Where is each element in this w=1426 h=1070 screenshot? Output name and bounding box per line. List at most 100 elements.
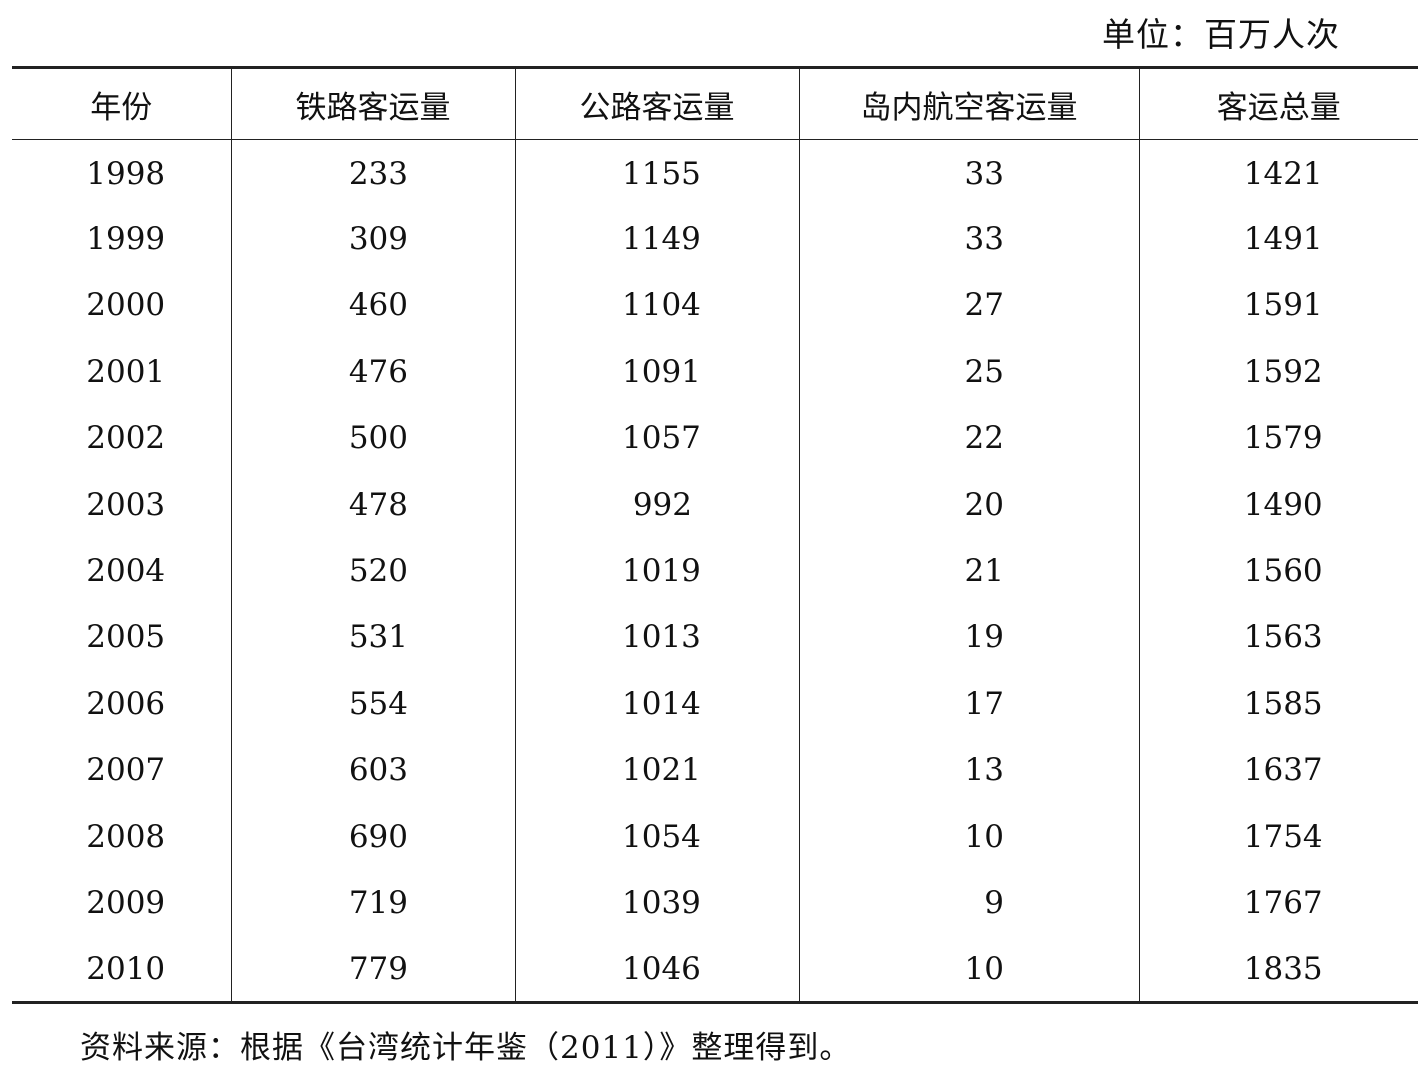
table-row: 2008 690 1054 10 1754 xyxy=(12,803,1418,870)
table-row: 2004 520 1019 21 1560 xyxy=(12,537,1418,605)
cell-value: 1057 xyxy=(622,420,701,457)
cell-value: 1149 xyxy=(622,221,701,258)
header-total: 客运总量 xyxy=(1138,66,1418,140)
cell-value: 1421 xyxy=(1243,156,1323,193)
cell-value: 1014 xyxy=(622,685,701,722)
cell-road: 1019 xyxy=(514,537,799,605)
cell-year: 1999 xyxy=(12,206,231,272)
cell-value: 2003 xyxy=(86,486,166,523)
cell-total: 1490 xyxy=(1138,471,1418,538)
cell-value: 1491 xyxy=(1243,221,1323,258)
cell-value: 33 xyxy=(964,221,1004,258)
cell-value: 2007 xyxy=(86,752,166,789)
cell-value: 10 xyxy=(964,818,1004,855)
cell-rail: 233 xyxy=(230,139,515,206)
cell-value: 478 xyxy=(348,486,408,523)
cell-value: 1999 xyxy=(86,221,166,258)
cell-air: 13 xyxy=(798,737,1139,804)
cell-year: 2009 xyxy=(12,870,231,936)
cell-road: 1155 xyxy=(514,139,799,206)
cell-air: 10 xyxy=(798,803,1139,870)
header-air: 岛内航空客运量 xyxy=(798,66,1139,140)
table-row: 2006 554 1014 17 1585 xyxy=(12,670,1418,738)
cell-value: 1039 xyxy=(622,884,701,921)
cell-value: 2006 xyxy=(86,685,166,722)
cell-value: 531 xyxy=(348,619,408,656)
cell-total: 1754 xyxy=(1138,803,1418,870)
cell-value: 779 xyxy=(348,950,408,987)
source-note: 资料来源：根据《台湾统计年鉴（2011）》整理得到。 xyxy=(80,1030,852,1066)
passenger-transport-table: 年份 铁路客运量 公路客运量 岛内航空客运量 客运总量 1998 233 1155 3… xyxy=(12,66,1418,1005)
table-row: 2002 500 1057 22 1579 xyxy=(12,405,1418,472)
cell-value: 1091 xyxy=(622,353,701,390)
cell-rail: 779 xyxy=(230,936,515,1005)
cell-year: 2006 xyxy=(12,671,231,737)
cell-air: 22 xyxy=(798,405,1139,472)
cell-value: 2002 xyxy=(86,420,166,457)
cell-value: 1767 xyxy=(1243,884,1323,921)
cell-value: 17 xyxy=(964,685,1004,722)
table-row: 2001 476 1091 25 1592 xyxy=(12,338,1418,406)
table-row: 2003 478 992 20 1490 xyxy=(12,471,1418,538)
cell-value: 233 xyxy=(348,156,408,193)
cell-value: 1835 xyxy=(1243,950,1323,987)
cell-year: 1998 xyxy=(12,140,231,206)
cell-value: 27 xyxy=(964,287,1004,324)
cell-rail: 460 xyxy=(230,272,515,339)
header-road: 公路客运量 xyxy=(514,66,799,140)
cell-rail: 478 xyxy=(230,471,515,538)
table-row: 2007 603 1021 13 1637 xyxy=(12,737,1418,804)
cell-value: 992 xyxy=(632,486,692,523)
cell-road: 1021 xyxy=(514,737,799,804)
cell-value: 2004 xyxy=(86,553,166,590)
cell-value: 21 xyxy=(964,553,1004,590)
cell-air: 33 xyxy=(798,139,1139,206)
cell-value: 2005 xyxy=(86,619,166,656)
cell-air: 25 xyxy=(798,338,1139,406)
cell-value: 1021 xyxy=(622,752,701,789)
cell-air: 21 xyxy=(798,537,1139,605)
cell-total: 1592 xyxy=(1138,338,1418,406)
cell-value: 690 xyxy=(348,818,408,855)
table-row: 2010 779 1046 10 1835 xyxy=(12,936,1418,1005)
cell-value: 9 xyxy=(984,884,1004,921)
cell-value: 1104 xyxy=(622,287,701,324)
cell-rail: 531 xyxy=(230,604,515,671)
cell-total: 1491 xyxy=(1138,205,1418,273)
cell-total: 1835 xyxy=(1138,936,1418,1005)
cell-value: 2000 xyxy=(86,287,166,324)
cell-value: 1637 xyxy=(1243,752,1323,789)
cell-rail: 520 xyxy=(230,537,515,605)
cell-value: 1591 xyxy=(1243,287,1323,324)
cell-road: 1091 xyxy=(514,338,799,406)
cell-value: 500 xyxy=(348,420,408,457)
cell-value: 1013 xyxy=(622,619,701,656)
cell-rail: 719 xyxy=(230,869,515,937)
header-rail: 铁路客运量 xyxy=(230,66,515,140)
cell-road: 1039 xyxy=(514,869,799,937)
cell-road: 1057 xyxy=(514,405,799,472)
cell-value: 19 xyxy=(964,619,1004,656)
cell-year: 2005 xyxy=(12,604,231,670)
table-row: 1998 233 1155 33 1421 xyxy=(12,139,1418,206)
cell-rail: 309 xyxy=(230,205,515,273)
cell-air: 19 xyxy=(798,604,1139,671)
cell-value: 2001 xyxy=(86,353,166,390)
cell-value: 1754 xyxy=(1243,818,1323,855)
cell-value: 22 xyxy=(964,420,1004,457)
cell-year: 2007 xyxy=(12,737,231,803)
cell-total: 1767 xyxy=(1138,869,1418,937)
cell-value: 1155 xyxy=(622,156,701,193)
cell-year: 2000 xyxy=(12,272,231,338)
table-row: 1999 309 1149 33 1491 xyxy=(12,205,1418,273)
cell-air: 10 xyxy=(798,936,1139,1005)
cell-value: 1998 xyxy=(86,156,166,193)
cell-total: 1563 xyxy=(1138,604,1418,671)
cell-total: 1579 xyxy=(1138,405,1418,472)
cell-road: 1149 xyxy=(514,205,799,273)
cell-value: 719 xyxy=(348,884,408,921)
cell-value: 520 xyxy=(348,553,408,590)
cell-road: 1104 xyxy=(514,272,799,339)
cell-value: 33 xyxy=(964,156,1004,193)
cell-value: 603 xyxy=(348,752,408,789)
